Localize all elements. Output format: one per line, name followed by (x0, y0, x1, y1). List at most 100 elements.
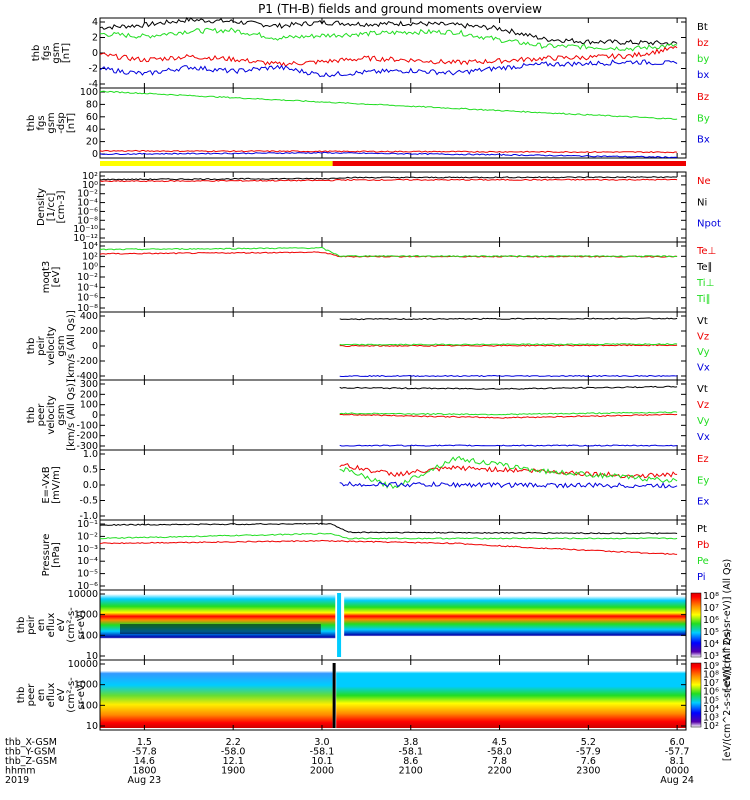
y-tick-label: 10⁻⁸ (77, 215, 98, 226)
y-axis-label-line: [km/s (All Qs)] (66, 310, 77, 382)
y-tick-label: 100 (80, 700, 98, 711)
series-ne (99, 178, 678, 183)
y-axis-label-line: [1/cc] (46, 193, 57, 222)
x-tick-label: 2000 (310, 766, 334, 777)
y-tick-label: 10⁰ (82, 262, 98, 273)
y-axis-label-line: peir (36, 335, 47, 355)
y-tick-label: 10⁻⁴ (77, 282, 98, 293)
y-tick-label: 10⁻² (77, 189, 98, 200)
series-vy (339, 342, 678, 346)
panel-frame (99, 17, 687, 89)
y-axis-label-line: eV (56, 688, 67, 701)
y-axis-label: thbpeerenefluxeV(cm²-s-sr-eV) (16, 677, 87, 713)
y-tick-label: 10⁻¹ (77, 519, 98, 530)
y-axis-label-line: gsm (46, 112, 57, 133)
y-tick-label: 10² (82, 171, 98, 182)
colorbar (690, 662, 702, 728)
colorbar-tick: 10⁷ (703, 603, 719, 614)
spectrogram-noise (120, 624, 321, 634)
y-tick-label: -4 (89, 79, 98, 90)
x-tick-label: Aug 24 (660, 775, 694, 786)
mode-bar (100, 161, 686, 166)
x-axis-labels: thb_X-GSM 1.5 2.2 3.0 3.8 4.5 5.2 6.0 thb_Y-GSM -… (5, 737, 694, 786)
y-axis-label-line: thb (26, 115, 37, 132)
y-tick-label: 40 (86, 124, 98, 135)
legend-ti⊥: Ti⊥ (696, 278, 714, 289)
legend-pb: Pb (697, 540, 709, 551)
y-axis-label-line: peir (26, 614, 37, 634)
y-tick-label: 4 (92, 17, 98, 28)
y-tick-label: 10⁻⁶ (77, 206, 98, 217)
y-axis-label-line: -dsp (56, 112, 67, 134)
y-tick-label: 10⁻⁴ (77, 198, 98, 209)
x-tick-label: 12.1 (223, 756, 244, 767)
colorbar-tick: 10⁵ (703, 695, 719, 706)
y-axis-label-line: [cm-3] (56, 190, 67, 223)
y-axis-label-line: thb (16, 687, 27, 704)
y-tick-label: -2 (89, 64, 98, 75)
y-tick-label: 10⁻¹² (73, 233, 98, 244)
x-tick-label: -58.0 (487, 747, 512, 758)
legend-bt: Bt (697, 22, 708, 33)
y-tick-label: 10000 (68, 659, 98, 670)
x-tick-label: 6.0 (670, 737, 685, 748)
y-tick-label: -0.5 (79, 496, 98, 507)
y-axis-label-line: en (36, 689, 47, 702)
y-tick-label: 100 (80, 87, 98, 98)
panel-density: 10²10⁰10⁻²10⁻⁴10⁻⁶10⁻⁸10⁻¹⁰10⁻¹²Density[… (36, 171, 721, 244)
y-tick-label: 1000 (74, 680, 98, 691)
series-vz (339, 344, 678, 348)
legend-bx: bx (697, 70, 709, 81)
x-tick-label: -58.1 (398, 747, 423, 758)
colorbar-tick: 10⁸ (703, 591, 719, 602)
y-axis-label-line: thb (26, 407, 37, 424)
y-axis-label-line: (cm²-s- (66, 607, 77, 643)
legend-ex: Ex (697, 497, 709, 508)
series-ti∥ (99, 246, 678, 258)
y-axis-label: thbfgsgsm[nT] (31, 42, 72, 63)
x-row-label: 2019 (5, 775, 29, 786)
y-axis-label-line: [eV] (51, 267, 62, 288)
legend-vx: Vx (697, 363, 710, 374)
y-tick-label: 0 (92, 341, 98, 352)
y-tick-label: 60 (86, 112, 98, 123)
y-tick-label: 10⁻² (77, 531, 98, 542)
x-tick-label: 10.1 (311, 756, 332, 767)
y-axis-label: thbpeirvelocitygsm[km/s (All Qs)] (26, 310, 77, 382)
colorbar (690, 592, 702, 658)
legend-bz: Bz (697, 92, 709, 103)
y-axis-label-line: gsm (51, 42, 62, 63)
colorbar-tick: 10⁸ (703, 670, 719, 681)
spectrogram-before (100, 663, 333, 728)
y-tick-label: 10 (86, 651, 98, 662)
panel-frame (99, 659, 687, 731)
y-tick-label: -200 (76, 356, 98, 367)
y-axis-label-line: peer (36, 403, 47, 427)
x-tick-label: 7.6 (581, 756, 596, 767)
panel-efield: 1.0 0.5 0.0 -0.5 -1.0 E=-VxB[mV/m] Ez Ey Ex (41, 449, 709, 522)
legend-ne: Ne (697, 176, 711, 187)
panel-frame (99, 519, 687, 591)
series-bt (99, 16, 678, 46)
y-tick-label: -1.0 (79, 511, 98, 522)
y-tick-label: 0 (92, 149, 98, 160)
y-axis-label-line: [nT] (61, 43, 72, 63)
y-tick-label: 10⁻⁴ (77, 556, 98, 567)
y-tick-label: 10⁻¹⁰ (73, 224, 98, 235)
colorbar-tick: 10³ (703, 712, 719, 723)
series-ni (99, 176, 678, 181)
series-vx (339, 374, 678, 378)
legend-ey: Ey (697, 475, 709, 486)
y-axis-label-line: fgs (41, 45, 52, 60)
spectrogram-spike (337, 593, 342, 657)
y-tick-label: 80 (86, 99, 98, 110)
series-vx (339, 444, 678, 447)
spectrogram-gap (332, 663, 336, 728)
legend-ni: Ni (697, 197, 707, 208)
colorbar-label: [eV/(cm^2-s-sr-eV)] (All Qs) (722, 629, 733, 761)
x-tick-label: -58.0 (221, 747, 246, 758)
y-tick-label: 2 (92, 33, 98, 44)
